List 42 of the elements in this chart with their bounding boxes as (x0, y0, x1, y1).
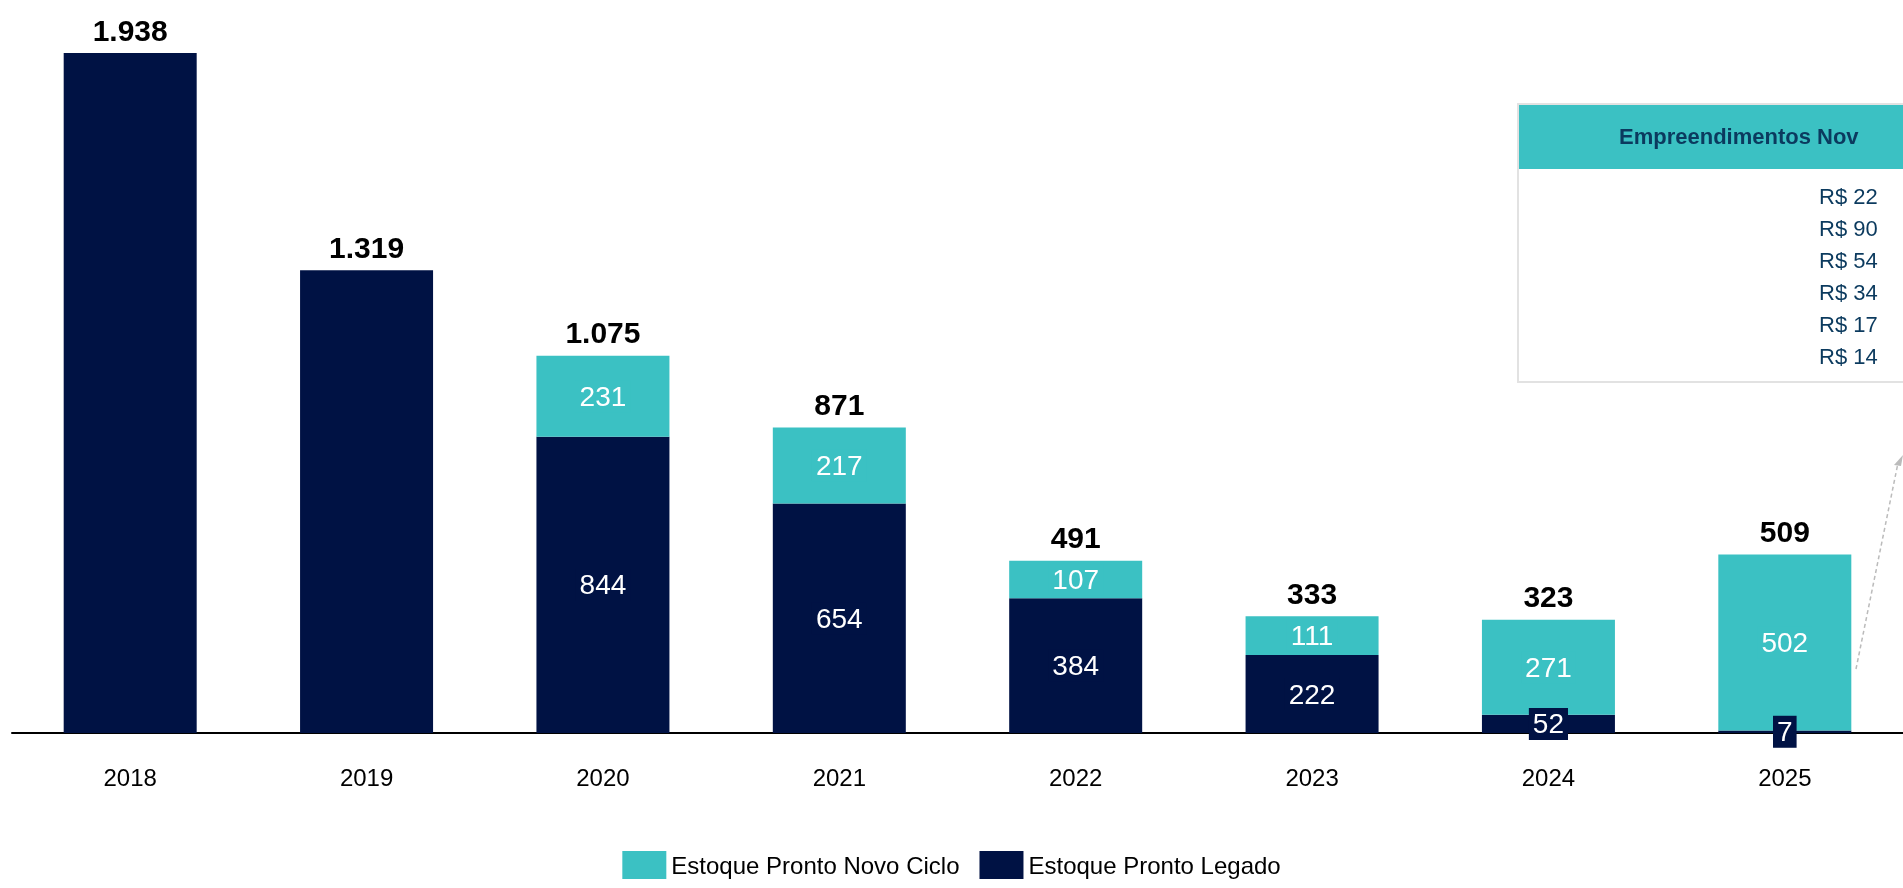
bar (536, 436, 670, 733)
total-label: 333 (1287, 576, 1338, 610)
total-label: 509 (1759, 514, 1810, 548)
data-label: 107 (1052, 563, 1100, 595)
total-label: 323 (1523, 580, 1574, 614)
annotation: Empreendimentos Nov (1519, 105, 1903, 169)
annotation: R$ 54 (1818, 247, 1879, 275)
total-label: 1.075 (565, 316, 641, 350)
annotation: R$ 90 (1818, 215, 1879, 243)
x-tick-label: 2019 (339, 763, 394, 791)
x-tick-label: 2022 (1048, 763, 1103, 791)
x-tick-label: 2021 (812, 763, 867, 791)
data-label: 217 (815, 449, 863, 481)
legend-label: Estoque Pronto Legado (1028, 851, 1281, 879)
x-tick-label: 2024 (1521, 763, 1576, 791)
bar (1009, 598, 1143, 733)
annotation: R$ 17 (1818, 311, 1879, 339)
data-label: 384 (1052, 650, 1100, 682)
data-label: 654 (815, 602, 863, 634)
bar (772, 503, 906, 733)
data-label: 231 (579, 380, 627, 412)
bar (63, 53, 197, 733)
total-label: 1.319 (329, 230, 405, 264)
x-tick-label: 2023 (1285, 763, 1339, 791)
data-label: 222 (1288, 678, 1336, 710)
total-label: 871 (814, 387, 865, 421)
data-label: 502 (1761, 626, 1809, 658)
data-label: 7 (1777, 716, 1793, 748)
x-tick-label: 2018 (103, 763, 157, 791)
annotation: R$ 34 (1818, 279, 1879, 307)
data-label: 52 (1532, 708, 1565, 740)
data-label: 271 (1525, 651, 1572, 683)
annotation: R$ 22 (1818, 183, 1879, 211)
bar (300, 270, 434, 733)
total-label: 491 (1050, 521, 1101, 555)
annotation: R$ 14 (1818, 343, 1879, 371)
data-label: 844 (579, 569, 627, 601)
legend-label: Estoque Pronto Novo Ciclo (671, 851, 960, 879)
total-label: 1.938 (92, 13, 168, 47)
data-label: 111 (1290, 620, 1334, 652)
x-tick-label: 2020 (576, 763, 630, 791)
x-tick-label: 2025 (1758, 763, 1812, 791)
